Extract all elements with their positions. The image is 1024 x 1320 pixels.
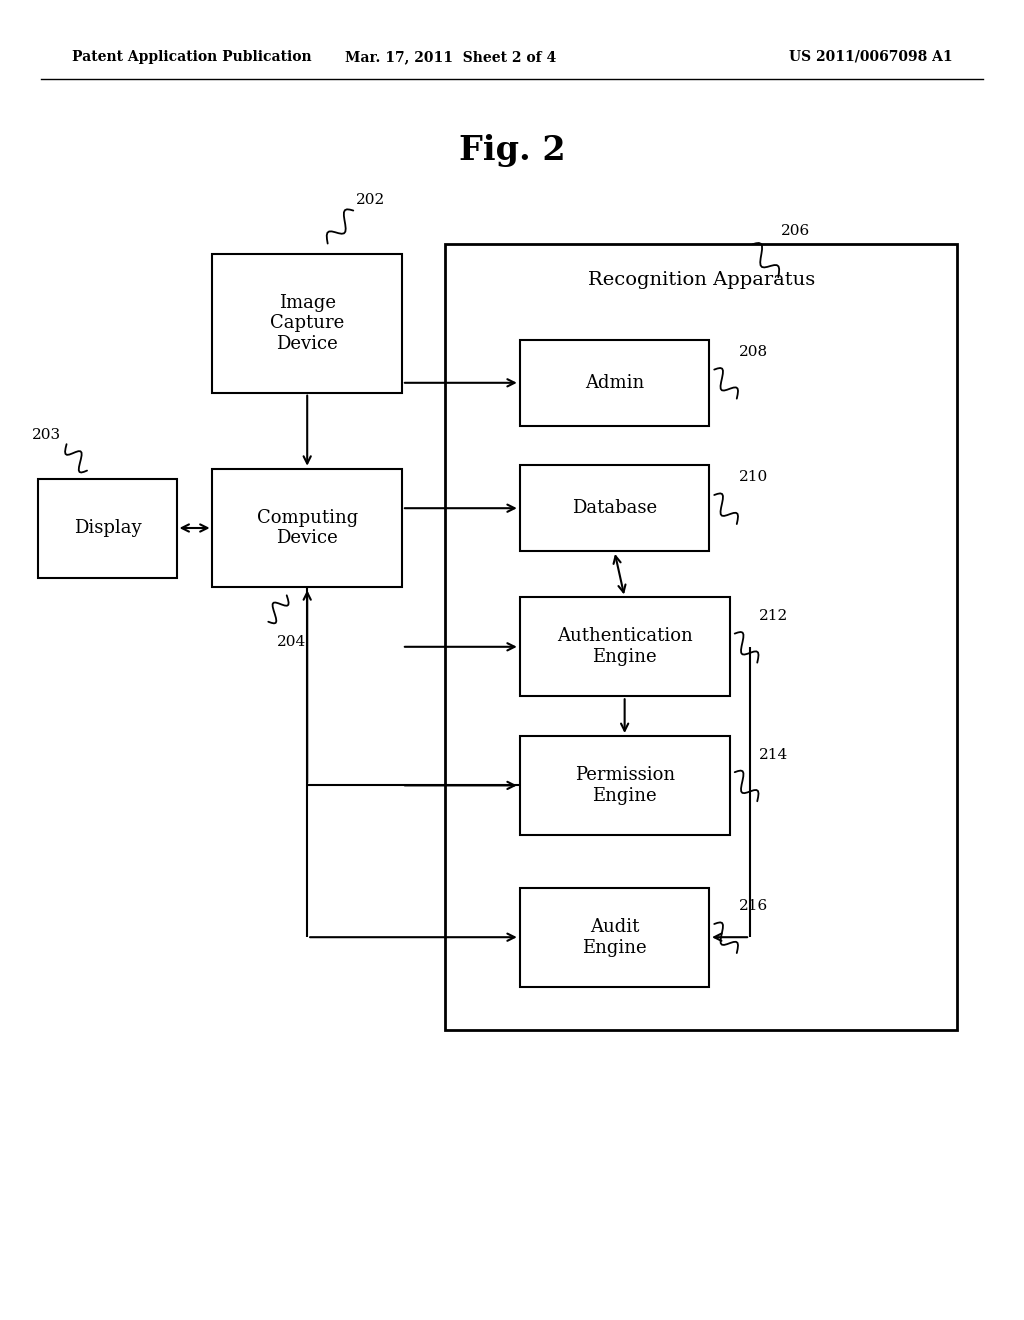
FancyBboxPatch shape: [519, 887, 709, 987]
Text: Permission
Engine: Permission Engine: [574, 766, 675, 805]
FancyBboxPatch shape: [519, 466, 709, 552]
Text: 216: 216: [739, 899, 768, 913]
Text: Admin: Admin: [585, 374, 644, 392]
FancyBboxPatch shape: [445, 244, 957, 1030]
Text: 210: 210: [739, 470, 768, 484]
FancyBboxPatch shape: [519, 341, 709, 425]
Text: 214: 214: [760, 747, 788, 762]
FancyBboxPatch shape: [519, 737, 729, 834]
Text: Recognition Apparatus: Recognition Apparatus: [588, 271, 815, 289]
Text: US 2011/0067098 A1: US 2011/0067098 A1: [788, 50, 952, 63]
Text: 204: 204: [276, 635, 306, 649]
Text: Fig. 2: Fig. 2: [459, 135, 565, 168]
FancyBboxPatch shape: [519, 597, 729, 697]
Text: Database: Database: [571, 499, 657, 517]
Text: 202: 202: [356, 193, 386, 206]
Text: 203: 203: [33, 428, 61, 441]
Text: 208: 208: [739, 345, 768, 359]
Text: Audit
Engine: Audit Engine: [582, 917, 647, 957]
Text: 206: 206: [781, 223, 811, 238]
Text: Computing
Device: Computing Device: [257, 508, 357, 548]
Text: 212: 212: [760, 609, 788, 623]
Text: Display: Display: [74, 519, 141, 537]
FancyBboxPatch shape: [38, 479, 176, 578]
Text: Mar. 17, 2011  Sheet 2 of 4: Mar. 17, 2011 Sheet 2 of 4: [345, 50, 556, 63]
FancyBboxPatch shape: [213, 253, 401, 393]
Text: Patent Application Publication: Patent Application Publication: [72, 50, 311, 63]
Text: Image
Capture
Device: Image Capture Device: [270, 293, 344, 354]
Text: Authentication
Engine: Authentication Engine: [557, 627, 692, 667]
FancyBboxPatch shape: [213, 469, 401, 587]
